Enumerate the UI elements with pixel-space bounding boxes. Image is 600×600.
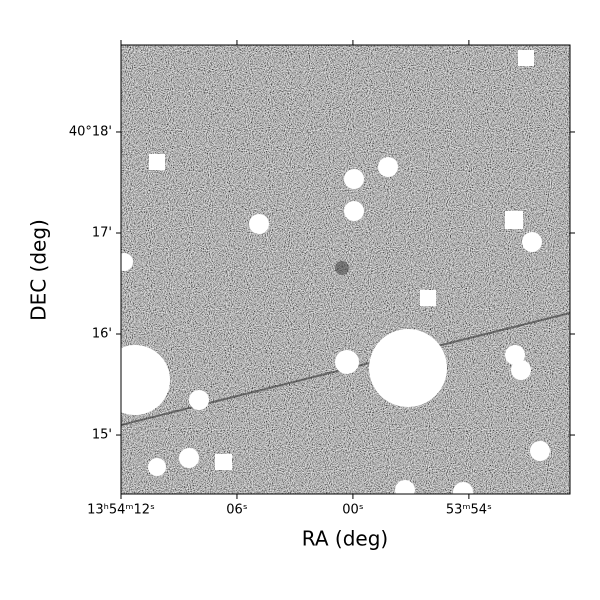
x-tick-label: 00ˢ [342,503,364,518]
masks [121,50,550,494]
x-tick-label: 06ˢ [226,503,248,518]
sky-image [121,45,570,494]
y-tick-label: 15' [92,428,112,443]
y-tick-label: 16' [92,326,112,341]
x-tick-label: 13ʰ54ᵐ12ˢ [87,503,155,518]
x-axis-label: RA (deg) [302,527,388,551]
y-tick-label: 40°18' [69,124,112,139]
y-tick-label: 17' [92,226,112,241]
y-axis-label: DEC (deg) [27,219,51,321]
frame [120,44,571,495]
x-tick-label: 53ᵐ54ˢ [446,503,492,518]
